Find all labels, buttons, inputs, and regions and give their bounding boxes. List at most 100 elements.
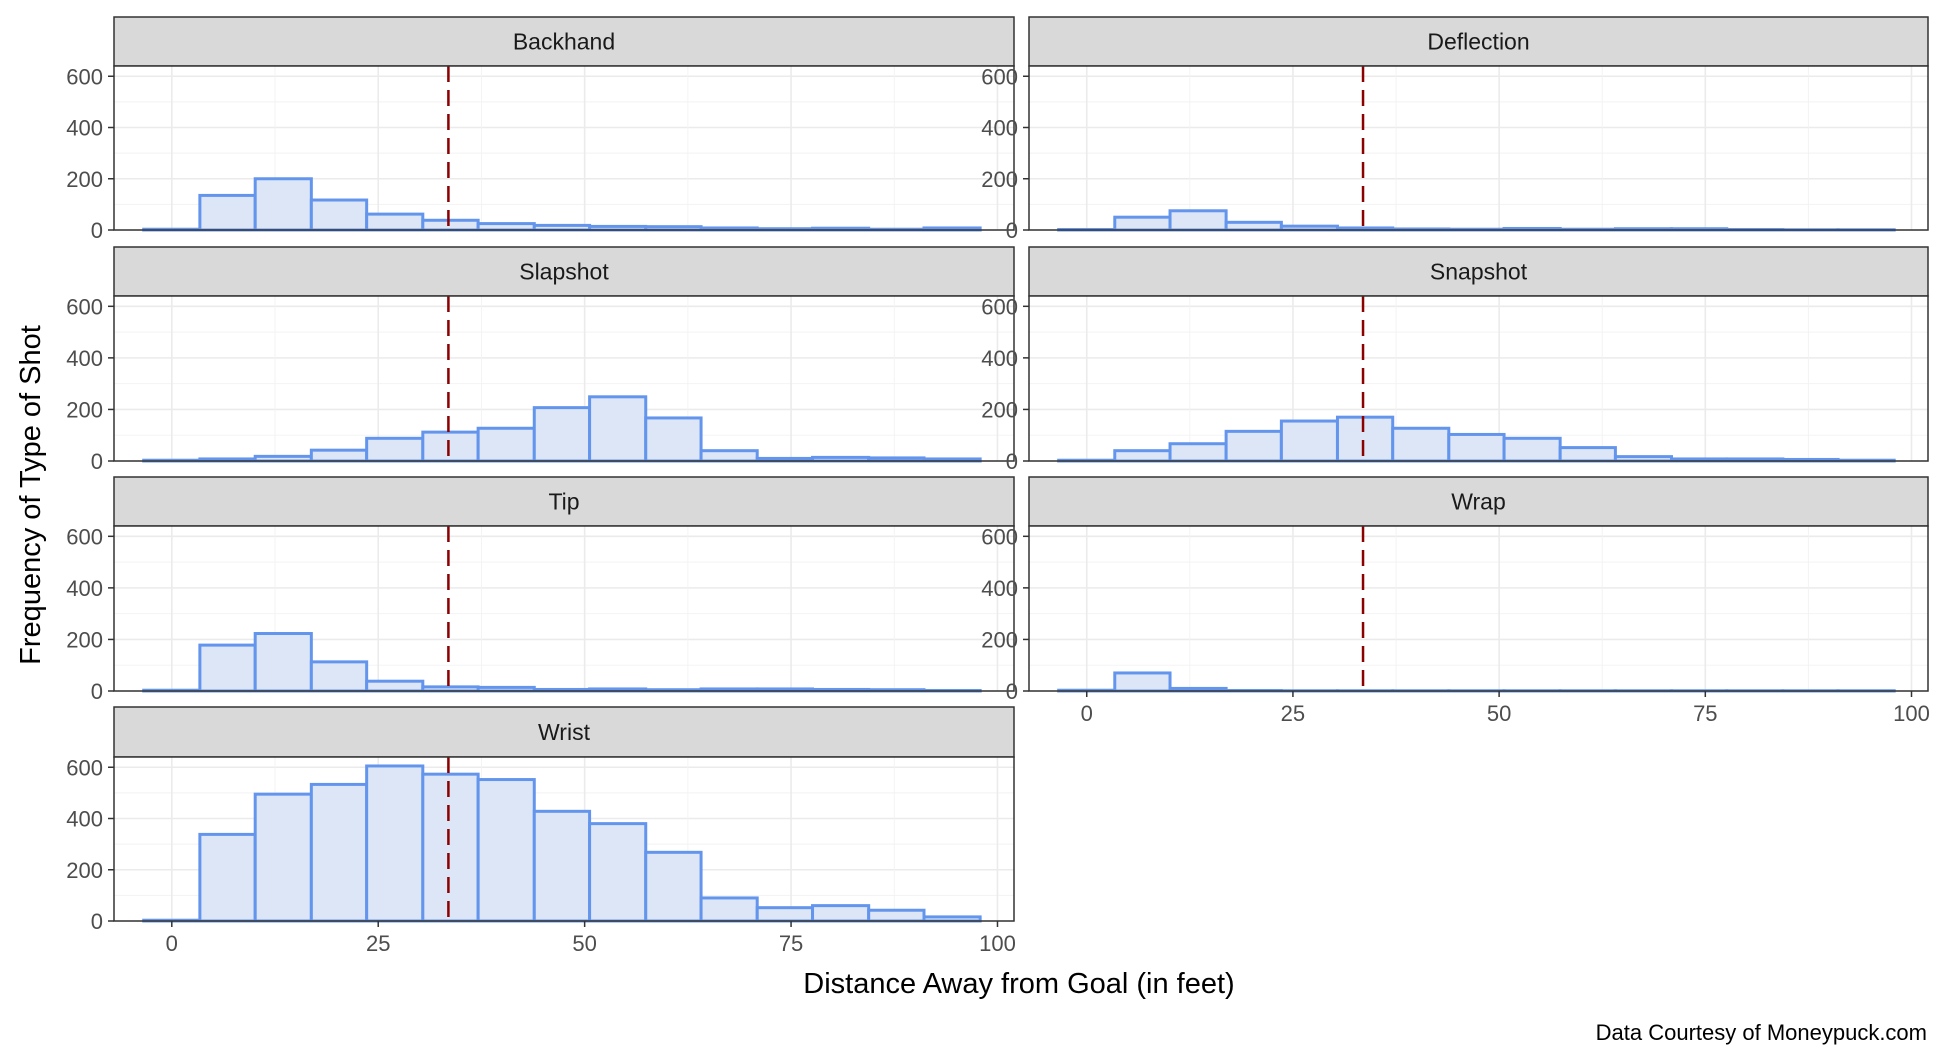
histogram-bar	[476, 222, 536, 232]
panel-border	[113, 295, 1015, 462]
x-tick-label: 25	[366, 931, 390, 956]
strip-wrist	[113, 706, 1015, 758]
y-tick-label: 400	[981, 576, 1018, 601]
strip-deflection	[1028, 16, 1929, 67]
y-tick-label: 0	[1006, 218, 1018, 243]
panel-tip: Tip 0 200 400 600	[66, 476, 1015, 704]
histogram-bar	[1168, 209, 1228, 232]
histogram-bar	[1279, 419, 1339, 463]
y-tick-label: 200	[981, 627, 1018, 652]
panel-backhand: Backhand 0 200 400 600	[66, 16, 1015, 243]
x-tick-label: 100	[1893, 701, 1930, 726]
histogram-bar	[1391, 426, 1451, 463]
histogram-bar	[365, 212, 425, 232]
histogram-bar	[1447, 432, 1506, 463]
x-tick-label: 25	[1281, 701, 1305, 726]
strip-snapshot	[1028, 246, 1929, 297]
y-tick-label: 200	[66, 397, 103, 422]
strip-wrap	[1028, 476, 1929, 527]
histogram-bar	[588, 395, 648, 463]
strip-label-snapshot: Snapshot	[1430, 259, 1528, 285]
y-tick-label: 0	[91, 449, 103, 474]
y-tick-label: 600	[981, 64, 1018, 89]
y-tick-label: 0	[91, 909, 103, 934]
panel-background	[1029, 526, 1928, 691]
y-tick-label: 200	[66, 167, 103, 192]
strip-label-deflection: Deflection	[1427, 29, 1529, 55]
histogram-bar	[755, 906, 815, 923]
histogram-bar	[253, 177, 313, 232]
x-axis-right: 0 25 50 75 100	[1081, 691, 1930, 726]
panel-border	[1028, 295, 1929, 462]
histogram-bar	[644, 850, 703, 923]
y-axis: 0 200 400 600	[66, 524, 114, 704]
y-axis: 0 200 400 600	[66, 755, 114, 934]
y-tick-label: 200	[981, 167, 1018, 192]
histogram-bar	[309, 782, 369, 923]
y-tick-label: 600	[66, 755, 103, 780]
y-tick-label: 600	[981, 294, 1018, 319]
histogram-bar	[476, 778, 536, 923]
panel-border	[1028, 65, 1929, 231]
strip-backhand	[113, 16, 1015, 67]
y-tick-label: 600	[66, 294, 103, 319]
histogram-bar	[198, 193, 257, 232]
histogram-bar	[476, 426, 536, 463]
histogram-bar	[1502, 436, 1562, 463]
panel-slapshot: Slapshot 0 200 400 600	[66, 246, 1015, 474]
histogram-bar	[644, 416, 703, 463]
histogram-bar	[1113, 215, 1172, 232]
histogram-bar	[1558, 446, 1617, 463]
histogram-bar	[811, 904, 871, 923]
y-axis-title: Frequency of Type of Shot	[15, 325, 47, 665]
caption: Data Courtesy of Moneypuck.com	[1596, 1020, 1927, 1045]
y-axis: 0 200 400 600	[981, 524, 1029, 704]
y-tick-label: 200	[66, 858, 103, 883]
histogram-bar	[309, 660, 369, 693]
y-tick-label: 600	[981, 524, 1018, 549]
x-tick-label: 50	[572, 931, 596, 956]
y-tick-label: 0	[91, 218, 103, 243]
histogram-bars	[142, 395, 982, 463]
x-tick-label: 75	[779, 931, 803, 956]
panel-background	[1029, 66, 1928, 230]
strip-label-backhand: Backhand	[513, 29, 615, 55]
y-axis: 0 200 400 600	[981, 294, 1029, 474]
panel-border	[1028, 525, 1929, 692]
histogram-bar	[421, 772, 480, 923]
x-tick-label: 0	[166, 931, 178, 956]
strip-label-slapshot: Slapshot	[519, 259, 609, 285]
histogram-bar	[198, 643, 257, 693]
y-tick-label: 200	[981, 397, 1018, 422]
x-axis-left: 0 25 50 75 100	[166, 921, 1016, 956]
y-tick-label: 400	[66, 807, 103, 832]
y-tick-label: 600	[66, 64, 103, 89]
y-tick-label: 400	[981, 116, 1018, 141]
x-tick-label: 50	[1487, 701, 1511, 726]
x-axes: 0 25 50 75 100 0 25 50 75 100	[166, 691, 1930, 956]
histogram-bar	[1224, 429, 1283, 463]
histogram-bar	[421, 218, 480, 232]
histogram-bars	[1057, 415, 1896, 463]
panel-wrap: Wrap 0 200 400 600	[981, 476, 1929, 704]
histogram-bar	[365, 679, 425, 693]
y-tick-label: 600	[66, 524, 103, 549]
y-axis: 0 200 400 600	[66, 294, 114, 474]
histogram-bar	[253, 792, 313, 923]
histogram-bar	[309, 198, 369, 232]
strip-label-tip: Tip	[548, 489, 579, 515]
histogram-bar	[365, 436, 425, 463]
histogram-bar	[365, 764, 425, 923]
y-tick-label: 400	[981, 346, 1018, 371]
histogram-bar	[588, 822, 648, 923]
panel-deflection: Deflection 0 200 400 600	[981, 16, 1929, 243]
y-tick-label: 400	[66, 576, 103, 601]
y-tick-label: 400	[66, 346, 103, 371]
y-tick-label: 200	[66, 627, 103, 652]
histogram-bar	[253, 632, 313, 693]
x-tick-label: 75	[1693, 701, 1717, 726]
strip-label-wrist: Wrist	[538, 719, 591, 745]
histogram-bar	[867, 908, 926, 923]
histogram-bar	[532, 406, 592, 463]
histogram-bars	[142, 764, 982, 923]
